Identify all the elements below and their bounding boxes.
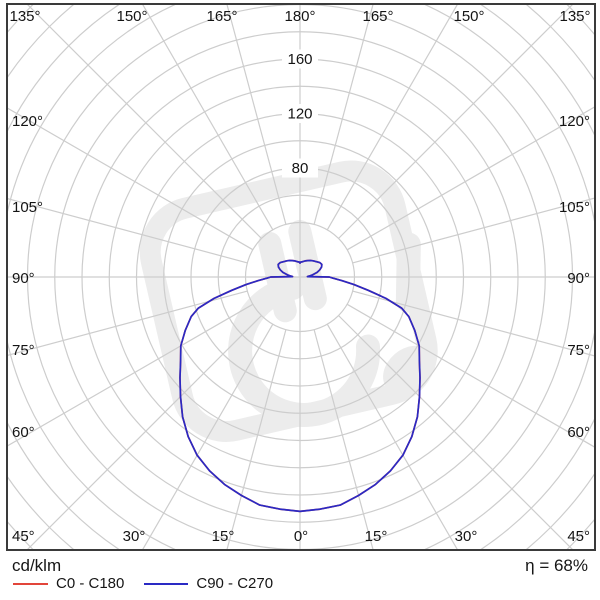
grid-spoke-285 <box>8 290 248 356</box>
grid-spoke-225 <box>27 5 262 239</box>
legend-item-c90-c270: C90 - C270 <box>144 575 273 592</box>
radial-label-bg-160 <box>282 49 318 69</box>
grid-spoke-30 <box>326 323 458 549</box>
angle-label-7-120: 120° <box>12 113 43 130</box>
radial-value-label-120: 120 <box>287 106 312 123</box>
angle-label-16-60: 60° <box>567 424 590 441</box>
angle-label-4-165: 165° <box>362 8 393 25</box>
angle-label-14-90: 90° <box>567 270 590 287</box>
grid-spoke-195 <box>226 5 287 225</box>
angle-label-18-30: 30° <box>123 528 146 545</box>
radial-value-label-80: 80 <box>292 160 309 177</box>
angle-label-2-165: 165° <box>206 8 237 25</box>
grid-spoke-120 <box>346 106 594 251</box>
legend-item-c0-c180: C0 - C180 <box>13 575 124 592</box>
grid-spoke-45 <box>338 315 573 549</box>
grid-spoke-135 <box>338 5 573 239</box>
grid-spoke-300 <box>8 303 254 447</box>
plot-area: 80 120 160 <box>8 5 594 549</box>
grid-spoke-15 <box>313 329 374 549</box>
angle-label-20-0: 0° <box>294 528 308 545</box>
angle-label-21-15: 15° <box>365 528 388 545</box>
angle-label-22-30: 30° <box>455 528 478 545</box>
quantity-unit-label: cd/klm <box>12 556 62 575</box>
angle-label-10-75: 75° <box>12 342 35 359</box>
angle-label-3-180: 180° <box>284 8 315 25</box>
grid-spoke-165 <box>313 5 374 225</box>
radial-label-bg-80 <box>282 158 318 178</box>
legend: C0 - C180 C90 - C270 <box>13 575 273 592</box>
legend-swatch-c90-c270-line <box>144 582 189 585</box>
angle-label-1-150: 150° <box>116 8 147 25</box>
grid-spoke-330 <box>142 323 274 549</box>
grid-spoke-315 <box>27 315 262 549</box>
grid-spoke-60 <box>346 303 594 448</box>
efficiency-value: η = 68% <box>525 556 588 575</box>
angle-label-19-15: 15° <box>212 528 235 545</box>
angle-label-23-45: 45° <box>567 528 590 545</box>
grid-spoke-75 <box>352 290 594 357</box>
angle-label-0-135: 135° <box>9 8 40 25</box>
angle-label-17-45: 45° <box>12 528 35 545</box>
grid-spoke-255 <box>8 198 248 264</box>
grid-spoke-150 <box>326 5 458 231</box>
grid-spoke-240 <box>8 107 254 251</box>
angle-label-6-135: 135° <box>559 8 590 25</box>
grid-spoke-345 <box>226 329 287 549</box>
legend-label-c0-c180: C0 - C180 <box>56 575 125 592</box>
plot-border <box>6 3 596 551</box>
grid-spoke-210 <box>142 5 274 231</box>
angle-label-9-90: 90° <box>12 270 35 287</box>
legend-label-c90-c270: C90 - C270 <box>196 575 274 592</box>
legend-swatch-c0-c180-line <box>13 582 48 585</box>
curve-c90-c270 <box>179 259 421 513</box>
grid-spoke-105 <box>352 197 594 264</box>
angle-label-13-105: 105° <box>559 199 590 216</box>
angle-label-12-120: 120° <box>559 113 590 130</box>
photometric-polar-chart: 80 120 160 135° 150° 165° 180° 165° 150° 135° 120°… <box>6 3 596 551</box>
angle-label-5-150: 150° <box>453 8 484 25</box>
angle-label-8-105: 105° <box>12 199 43 216</box>
polar-chart-svg: 80 120 160 135° 150° 165° 180° 165° 150° 135° 120°… <box>6 3 596 551</box>
radial-value-label-160: 160 <box>287 51 312 68</box>
radial-label-bg-120 <box>282 104 318 123</box>
angle-label-15-75: 75° <box>567 342 590 359</box>
angle-label-11-60: 60° <box>12 424 35 441</box>
